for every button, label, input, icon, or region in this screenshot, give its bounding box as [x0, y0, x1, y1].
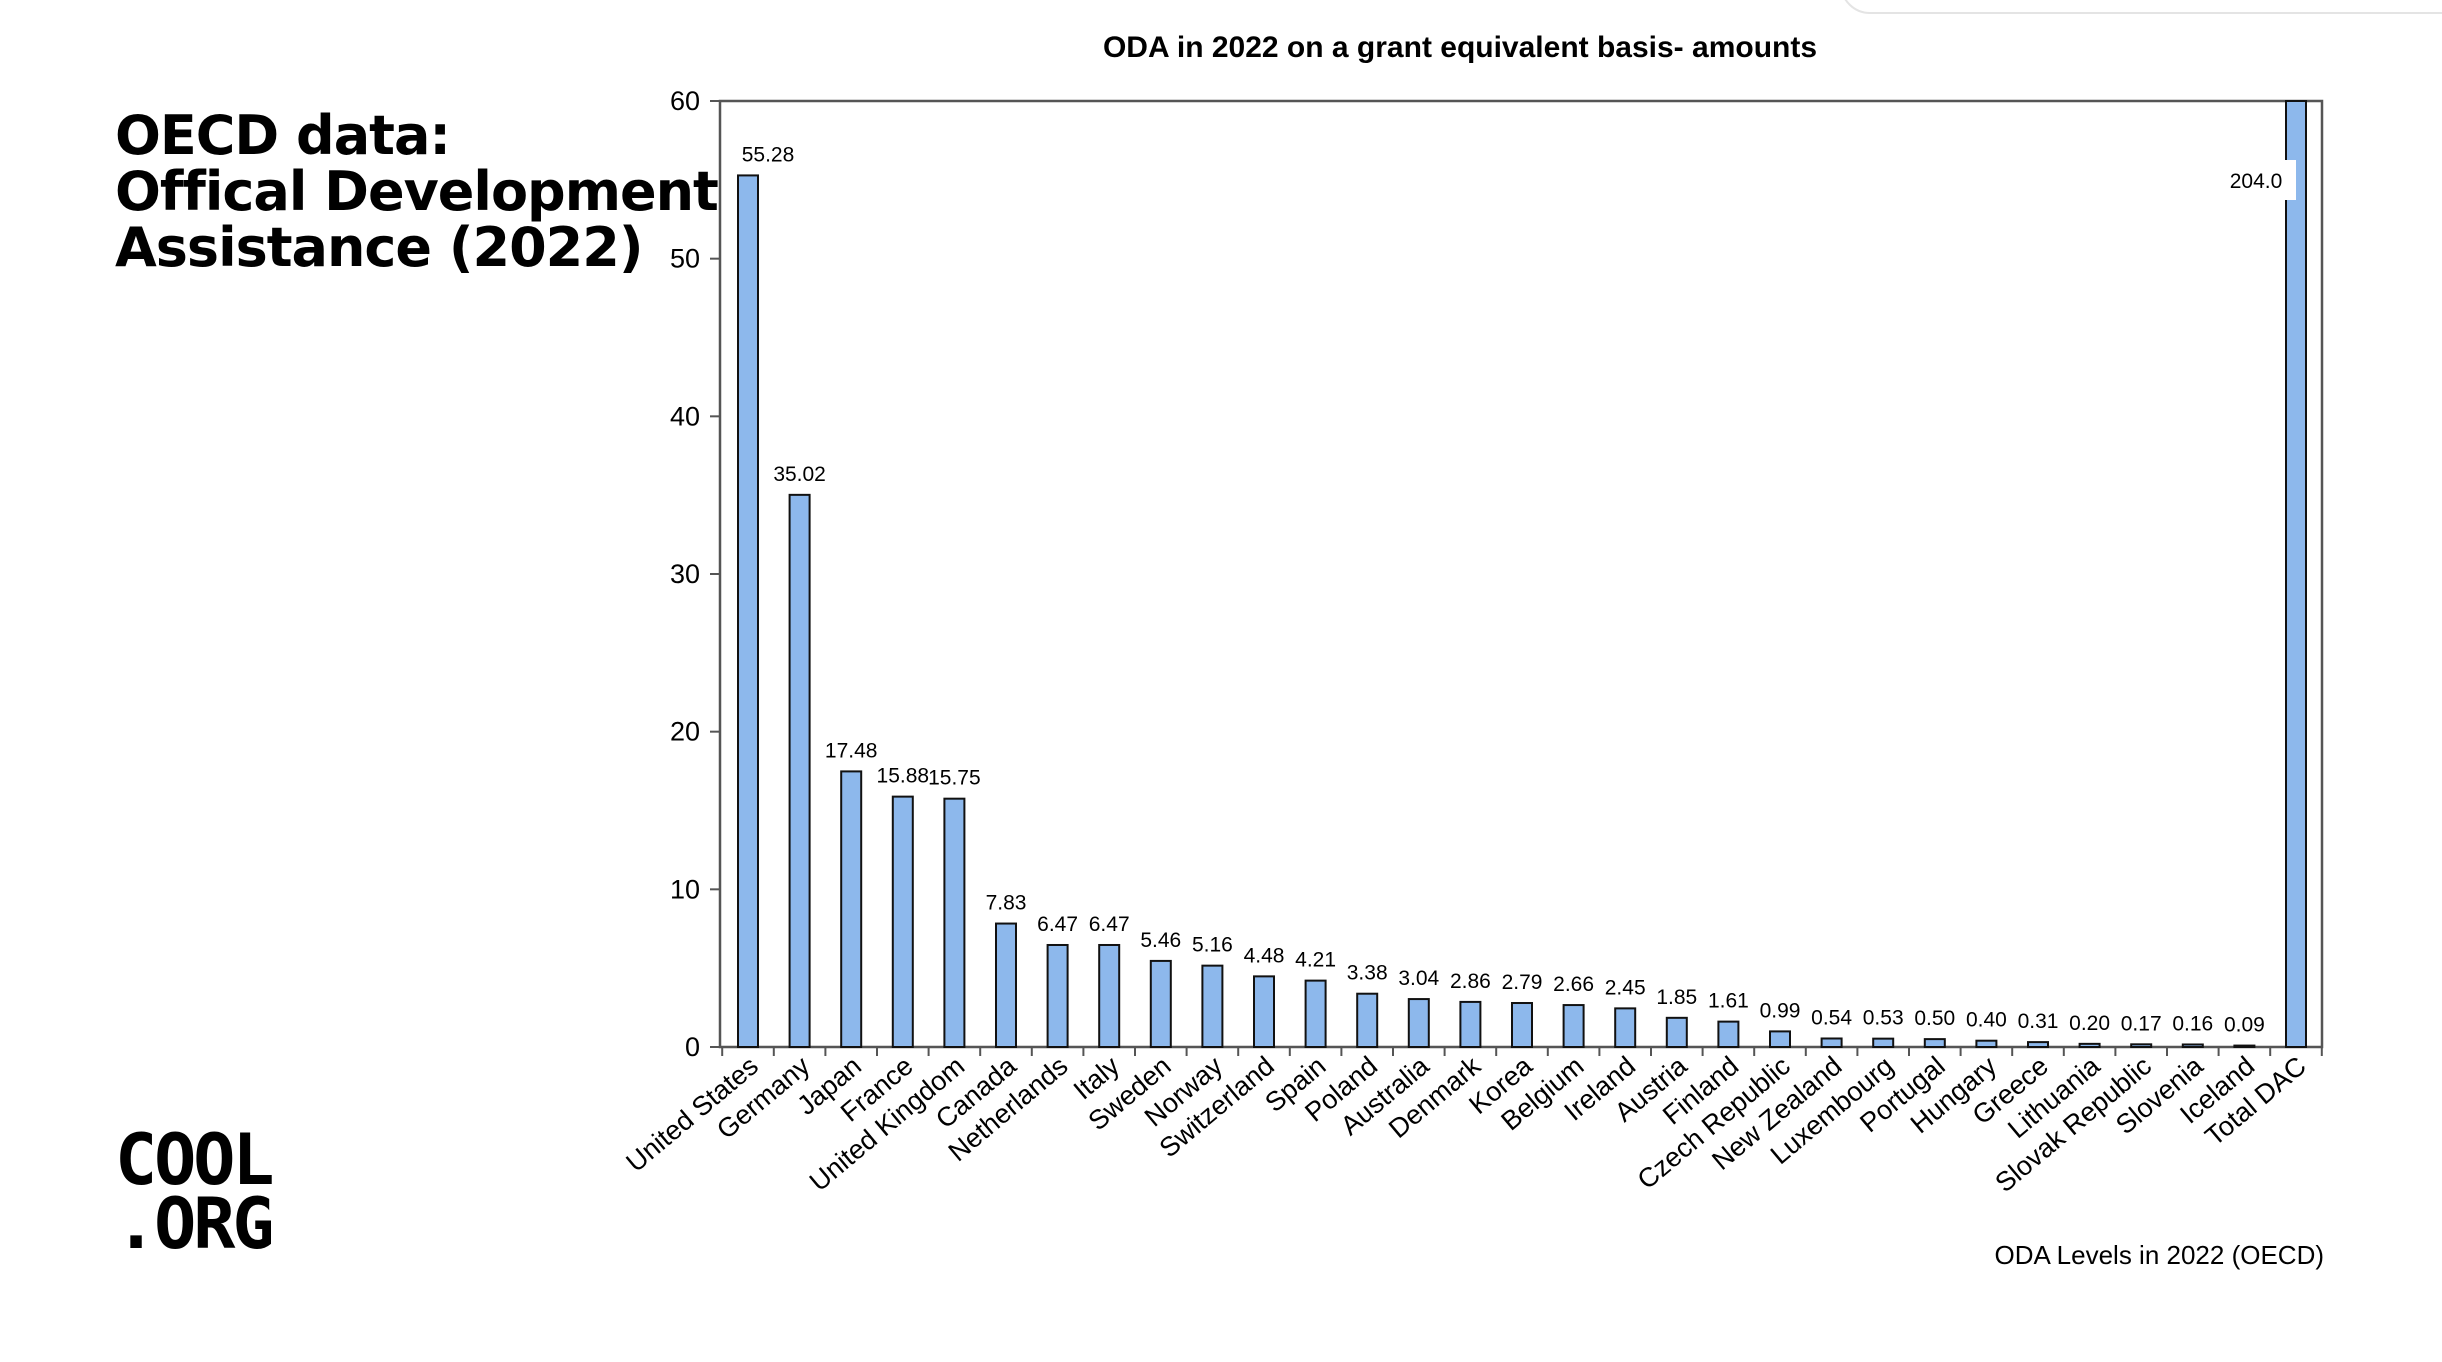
bar [1201, 964, 1224, 1048]
data-label: 15.75 [928, 767, 981, 790]
bar [1253, 975, 1275, 1049]
data-label: 1.85 [1656, 986, 1697, 1009]
bar [1356, 992, 1379, 1049]
data-label: 3.38 [1347, 962, 1388, 985]
bar [737, 174, 759, 1049]
bar [788, 493, 811, 1048]
cool-org-logo: COOL .ORG [115, 1119, 275, 1265]
bar [1872, 1037, 1895, 1049]
source-note: ODA Levels in 2022 (OECD) [1994, 1240, 2324, 1270]
bar [1614, 1007, 1637, 1048]
data-label: 1.61 [1708, 990, 1749, 1013]
data-label: 0.09 [2224, 1014, 2265, 1037]
bar [1407, 998, 1430, 1049]
data-label: 6.47 [1037, 913, 1078, 936]
y-tick-label: 50 [670, 244, 700, 274]
data-label: 2.79 [1502, 971, 1543, 994]
bar [2181, 1043, 2204, 1048]
bar [1975, 1039, 1998, 1049]
bar [2233, 1044, 2256, 1049]
bar [2078, 1042, 2101, 1049]
data-label: 0.40 [1966, 1009, 2007, 1032]
logo-line: COOL [115, 1119, 275, 1201]
data-label: 2.86 [1450, 970, 1491, 993]
bar [1149, 959, 1172, 1048]
y-tick-label: 60 [670, 86, 700, 116]
data-label: 3.04 [1398, 967, 1439, 990]
bar [1459, 1000, 1482, 1049]
bar [891, 795, 914, 1048]
data-label: 0.53 [1863, 1007, 1904, 1030]
data-label: 17.48 [825, 739, 878, 762]
data-label: 15.88 [877, 765, 930, 788]
slide-title-line: OECD data: [115, 104, 451, 167]
chart-title: ODA in 2022 on a grant equivalent basis-… [1103, 31, 1817, 64]
data-label: 6.47 [1089, 913, 1130, 936]
y-tick-label: 30 [670, 559, 700, 589]
bar [2285, 100, 2307, 1048]
bar [1562, 1004, 1585, 1049]
data-label: 7.83 [986, 892, 1027, 915]
slide-title-line: Offical Development [115, 160, 719, 223]
bar [1717, 1020, 1740, 1048]
bar [1923, 1038, 1946, 1049]
y-tick-label: 0 [685, 1032, 700, 1062]
bar [943, 797, 966, 1048]
bar [2027, 1041, 2049, 1048]
data-label: 0.16 [2172, 1012, 2213, 1035]
data-label: 0.99 [1760, 999, 1801, 1022]
y-tick-label: 10 [670, 874, 700, 904]
y-tick-label: 20 [670, 717, 700, 747]
data-label: 2.45 [1605, 976, 1646, 999]
bar [1304, 979, 1327, 1048]
bar [1820, 1037, 1843, 1048]
data-label: 0.31 [2018, 1010, 2059, 1033]
data-label: 4.21 [1295, 949, 1336, 972]
logo-line: .ORG [115, 1183, 275, 1265]
slide-title: OECD data: Offical Development Assistanc… [115, 104, 719, 279]
bar [995, 922, 1017, 1048]
data-label: 0.17 [2121, 1012, 2162, 1035]
data-label-box [2216, 160, 2296, 200]
bar [1098, 943, 1121, 1049]
bar [1046, 943, 1069, 1049]
data-label: 204.0 [2230, 170, 2283, 193]
bar [2130, 1043, 2153, 1049]
data-label: 4.48 [1244, 944, 1285, 967]
bar [840, 770, 863, 1048]
data-label: 35.02 [773, 463, 826, 486]
data-label: 5.16 [1192, 934, 1233, 957]
data-label: 0.50 [1914, 1007, 1955, 1030]
y-tick-label: 40 [670, 401, 700, 431]
data-label: 55.28 [742, 143, 795, 166]
slide-title-line: Assistance (2022) [115, 216, 644, 279]
data-label: 0.20 [2069, 1012, 2110, 1035]
data-label: 0.54 [1811, 1006, 1852, 1029]
bar [1511, 1002, 1533, 1048]
bar [1665, 1016, 1688, 1048]
bar [1769, 1030, 1791, 1048]
data-label: 5.46 [1140, 929, 1181, 952]
data-label: 2.66 [1553, 973, 1594, 996]
